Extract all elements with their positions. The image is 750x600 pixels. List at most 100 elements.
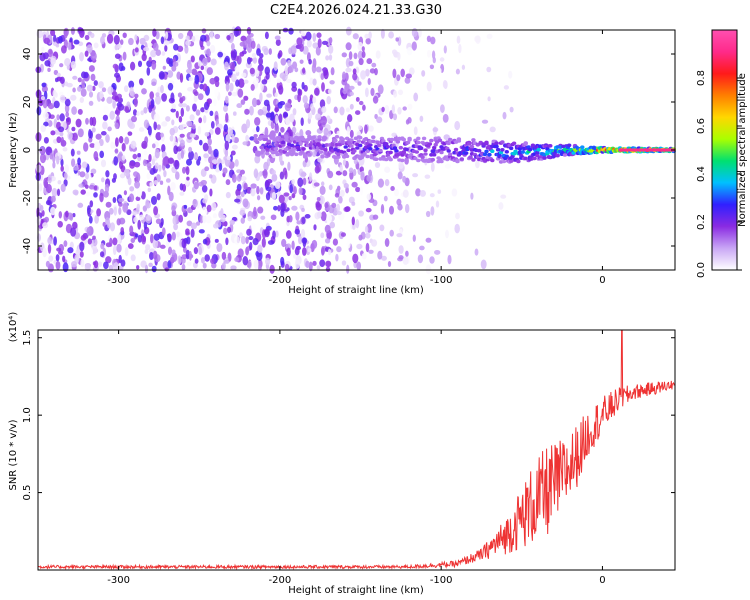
heatmap-cell	[202, 142, 209, 152]
heatmap-cell	[251, 97, 258, 108]
heatmap-cell	[214, 87, 219, 98]
heatmap-cell	[407, 137, 412, 142]
heatmap-cell	[509, 146, 514, 151]
x-tick-label: -300	[107, 275, 130, 286]
heatmap-cell	[132, 109, 138, 116]
heatmap-cell	[60, 158, 64, 167]
heatmap-cell	[266, 179, 273, 184]
heatmap-cell	[388, 150, 393, 155]
heatmap-cell	[51, 187, 58, 197]
heatmap-cell	[351, 216, 355, 226]
heatmap-cell	[372, 214, 379, 220]
heatmap-cell	[368, 147, 373, 151]
heatmap-cell	[256, 195, 261, 201]
heatmap-cell	[101, 177, 105, 183]
heatmap-cell	[345, 67, 352, 73]
heatmap-cell	[186, 176, 190, 181]
heatmap-cell	[98, 81, 104, 89]
heatmap-cell	[397, 52, 401, 61]
colorbar-tick-label: 0.0	[696, 262, 707, 278]
heatmap-cell	[361, 50, 366, 59]
heatmap-cell	[279, 137, 284, 142]
heatmap-cell	[536, 147, 541, 152]
heatmap-cell	[408, 67, 415, 76]
heatmap-cell	[370, 87, 375, 97]
heatmap-cell	[281, 238, 287, 248]
heatmap-cell	[304, 214, 311, 219]
heatmap-cell	[470, 192, 474, 200]
heatmap-cell	[178, 115, 183, 123]
heatmap-cell	[88, 129, 92, 139]
heatmap-cell	[331, 202, 337, 209]
heatmap-cell	[45, 146, 52, 156]
heatmap-cell	[162, 260, 169, 270]
heatmap-cell	[291, 240, 295, 250]
heatmap-cell	[196, 159, 201, 166]
heatmap-cell	[231, 173, 237, 183]
heatmap-cell	[359, 185, 364, 196]
heatmap-cell	[101, 87, 107, 93]
heatmap-cell	[155, 218, 162, 225]
heatmap-cell	[185, 166, 190, 176]
heatmap-cell	[302, 45, 309, 55]
heatmap-cell	[36, 106, 42, 116]
heatmap-cell	[202, 262, 207, 269]
heatmap-cell	[209, 30, 214, 39]
heatmap-cell	[105, 201, 112, 208]
heatmap-cell	[134, 47, 139, 53]
heatmap-cell	[72, 189, 79, 196]
heatmap-cell	[151, 265, 157, 273]
heatmap-cell	[216, 242, 223, 253]
heatmap-cell	[181, 103, 188, 108]
heatmap-cell	[309, 77, 314, 85]
heatmap-cell	[100, 131, 107, 136]
heatmap-cell	[45, 200, 51, 206]
heatmap-cell	[481, 119, 489, 124]
heatmap-cell	[242, 40, 248, 48]
heatmap-cell	[143, 107, 148, 114]
heatmap-cell	[368, 143, 373, 147]
heatmap-cell	[308, 58, 312, 65]
heatmap-cell	[426, 35, 431, 43]
heatmap-cell	[299, 59, 304, 64]
x-tick-label: -200	[269, 575, 292, 586]
heatmap-cell	[77, 157, 82, 166]
heatmap-cell	[374, 157, 379, 161]
heatmap-cell	[109, 110, 115, 120]
heatmap-cell	[346, 126, 350, 136]
heatmap-cell	[212, 164, 217, 170]
heatmap-cell	[149, 91, 155, 100]
heatmap-cell	[148, 104, 153, 113]
heatmap-cell	[375, 50, 381, 59]
heatmap-cell	[355, 146, 360, 150]
heatmap-cell	[181, 239, 187, 249]
heatmap-cell	[509, 106, 514, 113]
heatmap-cell	[223, 124, 228, 133]
heatmap-cell	[302, 67, 306, 74]
heatmap-cell	[278, 194, 285, 204]
heatmap-cell	[59, 113, 65, 122]
heatmap-cell	[71, 158, 76, 168]
heatmap-cell	[120, 165, 126, 173]
heatmap-cell	[173, 145, 179, 155]
heatmap-cell	[498, 150, 504, 155]
heatmap-cell	[113, 262, 120, 272]
heatmap-cell	[80, 234, 87, 241]
heatmap-cell	[325, 55, 330, 61]
heatmap-cell	[147, 166, 152, 171]
heatmap-cell	[272, 230, 276, 240]
heatmap-cell	[138, 127, 145, 132]
heatmap-cell	[106, 33, 114, 44]
heatmap-cell	[275, 114, 279, 124]
heatmap-cell	[220, 208, 224, 218]
heatmap-cell	[181, 263, 186, 271]
heatmap-cell	[252, 237, 259, 246]
heatmap-cell	[355, 96, 360, 102]
heatmap-cell	[151, 158, 156, 166]
heatmap-cell	[43, 52, 49, 60]
heatmap-cell	[100, 35, 105, 45]
heatmap-cell	[242, 141, 248, 146]
heatmap-cell	[256, 251, 263, 262]
heatmap-cell	[317, 143, 322, 147]
heatmap-cell	[366, 58, 373, 65]
